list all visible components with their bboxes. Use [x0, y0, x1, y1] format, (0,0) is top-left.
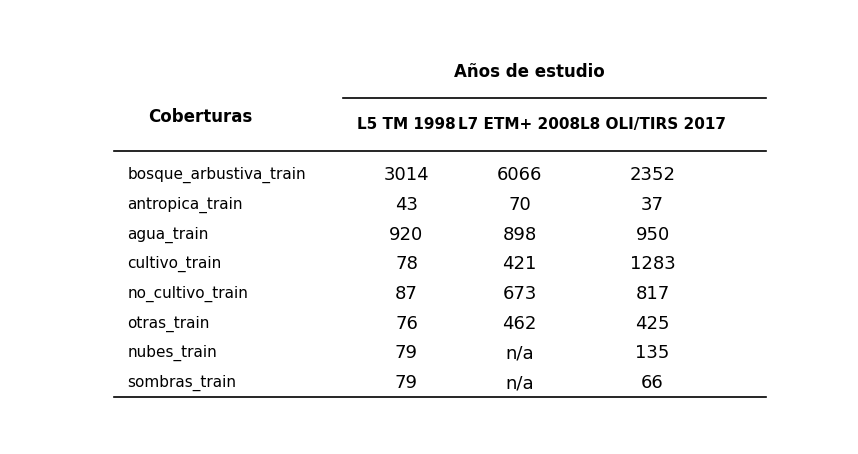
Text: 37: 37	[641, 196, 664, 214]
Text: 135: 135	[635, 345, 670, 362]
Text: 920: 920	[390, 226, 424, 243]
Text: 79: 79	[395, 374, 418, 392]
Text: n/a: n/a	[505, 345, 534, 362]
Text: 3014: 3014	[384, 166, 429, 184]
Text: 421: 421	[502, 255, 537, 273]
Text: otras_train: otras_train	[127, 316, 209, 332]
Text: 950: 950	[636, 226, 669, 243]
Text: cultivo_train: cultivo_train	[127, 256, 221, 272]
Text: Años de estudio: Años de estudio	[454, 63, 605, 81]
Text: bosque_arbustiva_train: bosque_arbustiva_train	[127, 167, 305, 183]
Text: 673: 673	[502, 285, 537, 303]
Text: Coberturas: Coberturas	[148, 109, 252, 126]
Text: L7 ETM+ 2008: L7 ETM+ 2008	[458, 117, 581, 132]
Text: 79: 79	[395, 345, 418, 362]
Text: 817: 817	[636, 285, 669, 303]
Text: L5 TM 1998: L5 TM 1998	[357, 117, 456, 132]
Text: sombras_train: sombras_train	[127, 375, 236, 391]
Text: 1283: 1283	[630, 255, 675, 273]
Text: no_cultivo_train: no_cultivo_train	[127, 286, 248, 302]
Text: 70: 70	[508, 196, 531, 214]
Text: n/a: n/a	[505, 374, 534, 392]
Text: 87: 87	[395, 285, 418, 303]
Text: 66: 66	[641, 374, 664, 392]
Text: 76: 76	[395, 315, 418, 333]
Text: 898: 898	[503, 226, 536, 243]
Text: 78: 78	[395, 255, 418, 273]
Text: agua_train: agua_train	[127, 227, 208, 242]
Text: 425: 425	[635, 315, 670, 333]
Text: 6066: 6066	[497, 166, 542, 184]
Text: nubes_train: nubes_train	[127, 345, 217, 361]
Text: 462: 462	[502, 315, 537, 333]
Text: L8 OLI/TIRS 2017: L8 OLI/TIRS 2017	[579, 117, 726, 132]
Text: 43: 43	[395, 196, 418, 214]
Text: antropica_train: antropica_train	[127, 197, 243, 213]
Text: 2352: 2352	[630, 166, 675, 184]
